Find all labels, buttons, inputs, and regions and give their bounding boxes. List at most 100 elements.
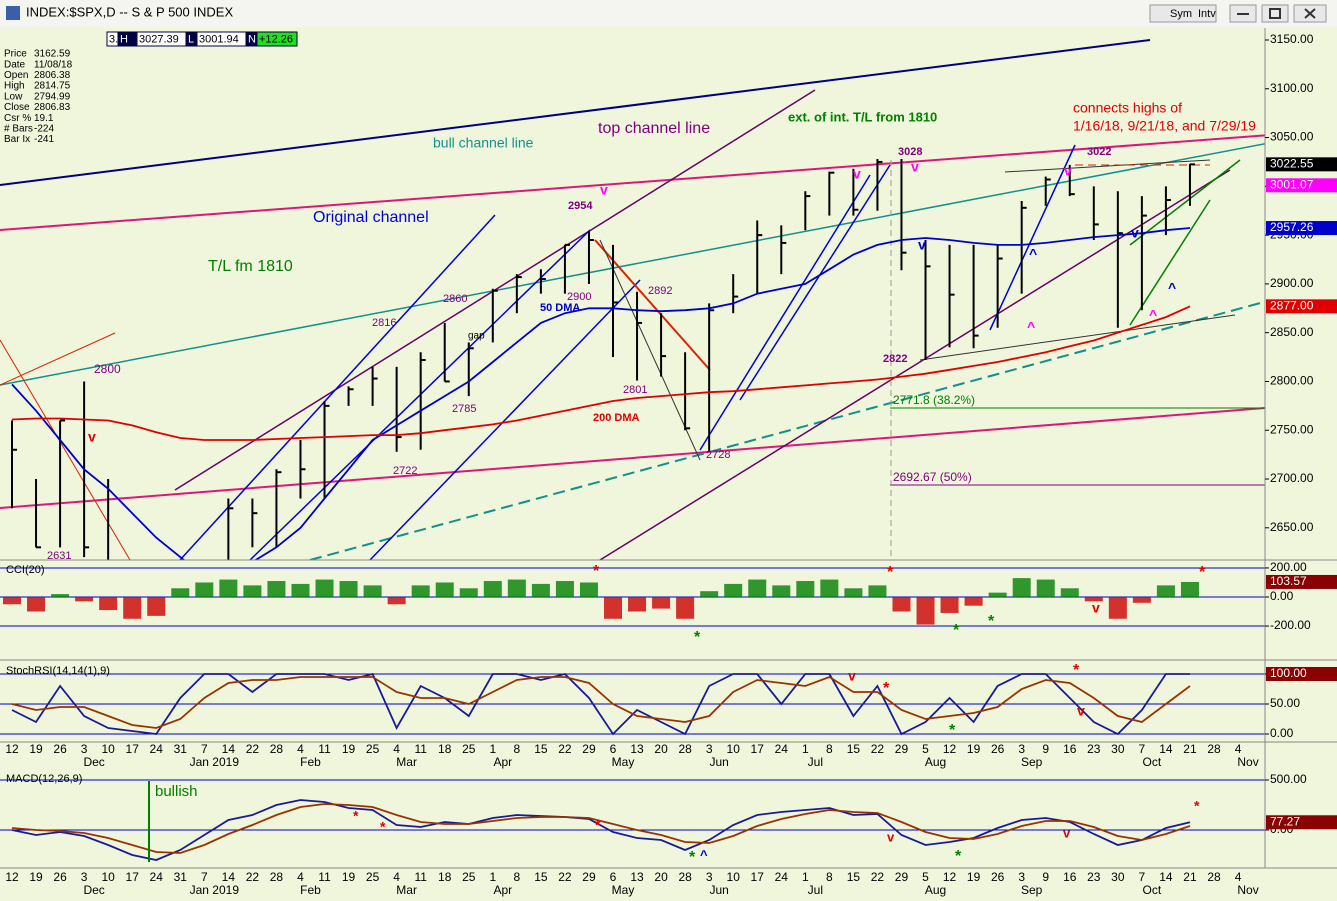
- series-label: 50 DMA: [540, 302, 580, 314]
- trend-line: [594, 239, 711, 371]
- x-tick-label: 24: [150, 742, 164, 756]
- sym-intv-buttons[interactable]: [1149, 4, 1217, 23]
- trend-line: [369, 279, 641, 560]
- x-tick-label: 28: [1207, 742, 1221, 756]
- annotation: 2816: [372, 317, 396, 329]
- signal: v: [848, 668, 856, 684]
- x-tick-label: 1: [489, 870, 496, 884]
- signal: ^: [1027, 319, 1035, 335]
- star: *: [595, 817, 601, 833]
- y-tick-label: 0.00: [1270, 589, 1294, 603]
- cci-panel: [0, 567, 1265, 627]
- x-tick-label: 28: [678, 742, 692, 756]
- annotation: Original channel: [313, 209, 429, 226]
- value-tag: [1266, 299, 1337, 314]
- x-tick-label: 15: [847, 870, 861, 884]
- x-tick-label: 26: [53, 742, 67, 756]
- x-tick-label: 6: [610, 870, 617, 884]
- y-tick-label: 200.00: [1270, 560, 1307, 574]
- cci-bar: [844, 588, 863, 597]
- month-label: Nov: [1237, 883, 1258, 897]
- value-tag-label: 2957.26: [1270, 220, 1314, 234]
- x-tick-label: 1: [489, 742, 496, 756]
- x-tick-label: 11: [414, 742, 427, 756]
- info-value: -241: [34, 134, 54, 145]
- signal: v: [1077, 703, 1085, 719]
- sym-button[interactable]: Sym: [1170, 8, 1192, 20]
- signal: v: [853, 166, 861, 182]
- x-tick-label: 11: [318, 870, 331, 884]
- x-tick-label: 22: [871, 742, 885, 756]
- cci-bar: [555, 581, 574, 597]
- window-title: INDEX:$SPX,D -- S & P 500 INDEX: [26, 4, 233, 19]
- month-label: Oct: [1143, 883, 1162, 897]
- intv-button[interactable]: Intv: [1198, 8, 1216, 20]
- macd-panel: [0, 779, 1265, 861]
- x-tick-label: 29: [582, 742, 596, 756]
- maximize-button[interactable]: [1261, 4, 1289, 23]
- month-label: Feb: [300, 755, 321, 769]
- month-label: Jul: [808, 883, 823, 897]
- x-tick-label: 29: [895, 870, 909, 884]
- x-tick-label: 28: [270, 870, 284, 884]
- star: *: [1194, 798, 1200, 814]
- x-tick-label: 18: [438, 742, 452, 756]
- x-tick-label: 12: [943, 742, 957, 756]
- cci-bar: [243, 585, 262, 597]
- trend-line: [599, 239, 701, 461]
- trend-line: [309, 300, 1265, 560]
- month-label: Nov: [1237, 755, 1258, 769]
- annotation: top channel line: [598, 120, 710, 137]
- x-tick-label: 9: [1042, 870, 1049, 884]
- annotation: ext. of int. T/L from 1810: [788, 109, 937, 124]
- x-tick-label: 16: [1063, 870, 1077, 884]
- cci-bar: [1108, 596, 1127, 619]
- cci-bar: [579, 582, 598, 597]
- cci-bar: [700, 591, 719, 597]
- star: *: [1073, 662, 1080, 679]
- series-line: [11, 803, 1191, 854]
- x-tick-label: 12: [5, 870, 19, 884]
- y-tick-label: 3050.00: [1270, 130, 1314, 144]
- x-tick-label: 23: [1087, 742, 1101, 756]
- trend-line: [699, 174, 871, 451]
- x-tick-label: 19: [29, 870, 43, 884]
- signal: v: [88, 429, 96, 445]
- cci-bar: [531, 583, 550, 597]
- x-tick-label: 6: [610, 742, 617, 756]
- annotation: T/L fm 1810: [208, 258, 293, 275]
- month-label: Sep: [1021, 883, 1043, 897]
- info-label: Low: [4, 91, 23, 102]
- signal: v: [918, 237, 926, 253]
- cci-bar: [820, 579, 839, 597]
- x-tick-label: 28: [1207, 870, 1221, 884]
- value-tag: [1266, 157, 1337, 172]
- star: *: [949, 722, 956, 739]
- panel-title: MACD(12,26,9): [6, 773, 82, 785]
- cci-bar: [964, 596, 983, 606]
- x-tick-label: 14: [222, 742, 236, 756]
- value-tag: [1266, 574, 1337, 589]
- trend-line: [179, 214, 496, 560]
- cci-bar: [171, 588, 190, 597]
- x-tick-label: 17: [751, 870, 765, 884]
- cci-bar: [748, 579, 767, 597]
- info-value: 2814.75: [34, 81, 71, 92]
- x-tick-label: 8: [513, 870, 520, 884]
- x-tick-label: 4: [297, 742, 304, 756]
- star: *: [380, 819, 386, 835]
- annotation: 2728: [706, 449, 730, 461]
- trend-line: [919, 314, 1236, 361]
- x-tick-label: 10: [727, 870, 741, 884]
- info-label: Close: [4, 102, 30, 113]
- y-tick-label: 0.00: [1270, 726, 1294, 740]
- x-tick-label: 22: [558, 742, 572, 756]
- x-tick-label: 12: [943, 870, 957, 884]
- info-value: 2806.83: [34, 102, 71, 113]
- x-tick-label: 26: [991, 870, 1005, 884]
- info-label: Price: [4, 49, 27, 60]
- stoch-panel: [0, 672, 1265, 736]
- x-tick-label: 24: [775, 742, 789, 756]
- signal: ^: [700, 847, 708, 862]
- x-tick-label: 9: [1042, 742, 1049, 756]
